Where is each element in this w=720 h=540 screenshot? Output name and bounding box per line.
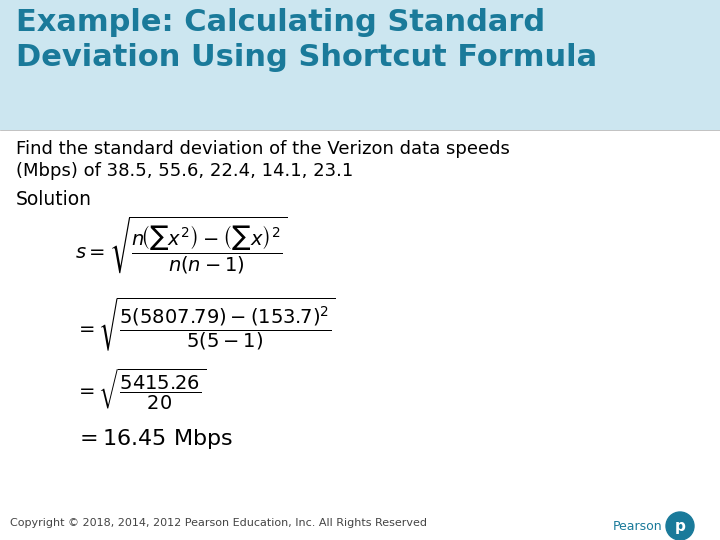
Text: (Mbps) of 38.5, 55.6, 22.4, 14.1, 23.1: (Mbps) of 38.5, 55.6, 22.4, 14.1, 23.1 <box>16 162 354 180</box>
Text: p: p <box>675 518 685 534</box>
Text: $= 16.45\ \mathrm{Mbps}$: $= 16.45\ \mathrm{Mbps}$ <box>75 427 233 451</box>
Text: Solution: Solution <box>16 190 92 209</box>
Text: $= \sqrt{\dfrac{5415.26}{20}}$: $= \sqrt{\dfrac{5415.26}{20}}$ <box>75 367 206 413</box>
Text: Pearson: Pearson <box>613 519 662 532</box>
Text: Deviation Using Shortcut Formula: Deviation Using Shortcut Formula <box>16 43 597 72</box>
Text: $= \sqrt{\dfrac{5(5807.79)-(153.7)^{2}}{5(5-1)}}$: $= \sqrt{\dfrac{5(5807.79)-(153.7)^{2}}{… <box>75 295 336 353</box>
Text: Find the standard deviation of the Verizon data speeds: Find the standard deviation of the Veriz… <box>16 140 510 158</box>
Text: Example: Calculating Standard: Example: Calculating Standard <box>16 8 545 37</box>
Bar <box>0 0 720 130</box>
Text: $s = \sqrt{\dfrac{n\!\left(\sum x^{2}\right)-\left(\sum x\right)^{2}}{n(n-1)}}$: $s = \sqrt{\dfrac{n\!\left(\sum x^{2}\ri… <box>75 215 287 276</box>
Text: Copyright © 2018, 2014, 2012 Pearson Education, Inc. All Rights Reserved: Copyright © 2018, 2014, 2012 Pearson Edu… <box>10 518 427 528</box>
Circle shape <box>666 512 694 540</box>
